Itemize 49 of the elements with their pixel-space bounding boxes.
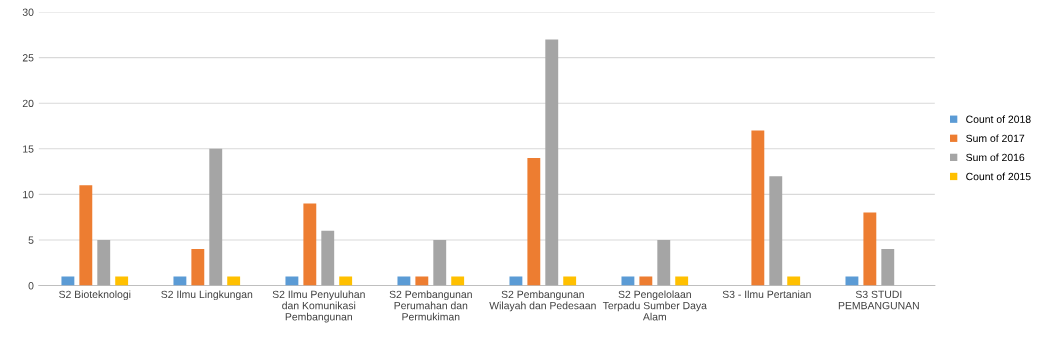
bar bbox=[97, 239, 111, 286]
bar bbox=[339, 276, 353, 286]
legend-label: Sum of 2017 bbox=[966, 134, 1025, 143]
y-tick-label: 5 bbox=[28, 236, 34, 244]
bar bbox=[769, 176, 783, 286]
x-tick-label: S2 Ilmu Lingkungan bbox=[161, 290, 253, 301]
y-tick-label: 0 bbox=[28, 282, 34, 290]
bar bbox=[863, 212, 877, 286]
y-tick-label: 20 bbox=[22, 99, 34, 108]
bar bbox=[563, 276, 577, 286]
bar bbox=[675, 276, 689, 286]
bar bbox=[621, 276, 635, 286]
x-tick-label: S3 STUDI PEMBANGUNAN bbox=[838, 290, 919, 310]
y-tick-label: 25 bbox=[22, 54, 34, 62]
bar bbox=[751, 130, 765, 286]
legend-label: Sum of 2016 bbox=[966, 153, 1025, 162]
bar bbox=[209, 148, 223, 286]
x-tick-label: S2 Pembangunan Wilayah dan Pedesaan bbox=[489, 290, 596, 312]
bar bbox=[397, 276, 411, 286]
bar bbox=[227, 276, 241, 286]
x-tick-label: S2 Bioteknologi bbox=[59, 290, 131, 301]
y-tick-label: 30 bbox=[22, 8, 34, 16]
bar bbox=[79, 185, 93, 286]
bar bbox=[881, 249, 895, 286]
bar bbox=[845, 276, 859, 286]
bar bbox=[303, 203, 317, 286]
bar bbox=[415, 276, 429, 286]
x-tick-label: S2 Pembangunan Perumahan dan Permukiman bbox=[389, 290, 472, 321]
x-tick-label: S3 - Ilmu Pertanian bbox=[722, 290, 811, 299]
bar bbox=[191, 249, 205, 286]
bar bbox=[115, 276, 129, 286]
legend-label: Count of 2018 bbox=[966, 115, 1031, 123]
y-tick-label: 15 bbox=[23, 145, 34, 153]
x-tick-label: S2 Pengelolaan Terpadu Sumber Daya Alam bbox=[602, 290, 707, 321]
legend-label: Count of 2015 bbox=[966, 172, 1031, 181]
bar bbox=[451, 276, 465, 286]
bar bbox=[639, 276, 653, 286]
bar bbox=[173, 276, 187, 286]
bar bbox=[285, 276, 299, 286]
bar bbox=[61, 276, 75, 286]
bar bbox=[657, 239, 671, 286]
bar bbox=[321, 230, 335, 286]
bar bbox=[545, 39, 559, 286]
x-tick-label: S2 Ilmu Penyuluhan dan Komunikasi Pembangunan bbox=[272, 290, 365, 323]
bar bbox=[509, 276, 523, 286]
bar bbox=[527, 157, 541, 286]
bar bbox=[433, 239, 447, 286]
bar bbox=[787, 276, 801, 286]
y-tick-label: 10 bbox=[23, 190, 34, 199]
